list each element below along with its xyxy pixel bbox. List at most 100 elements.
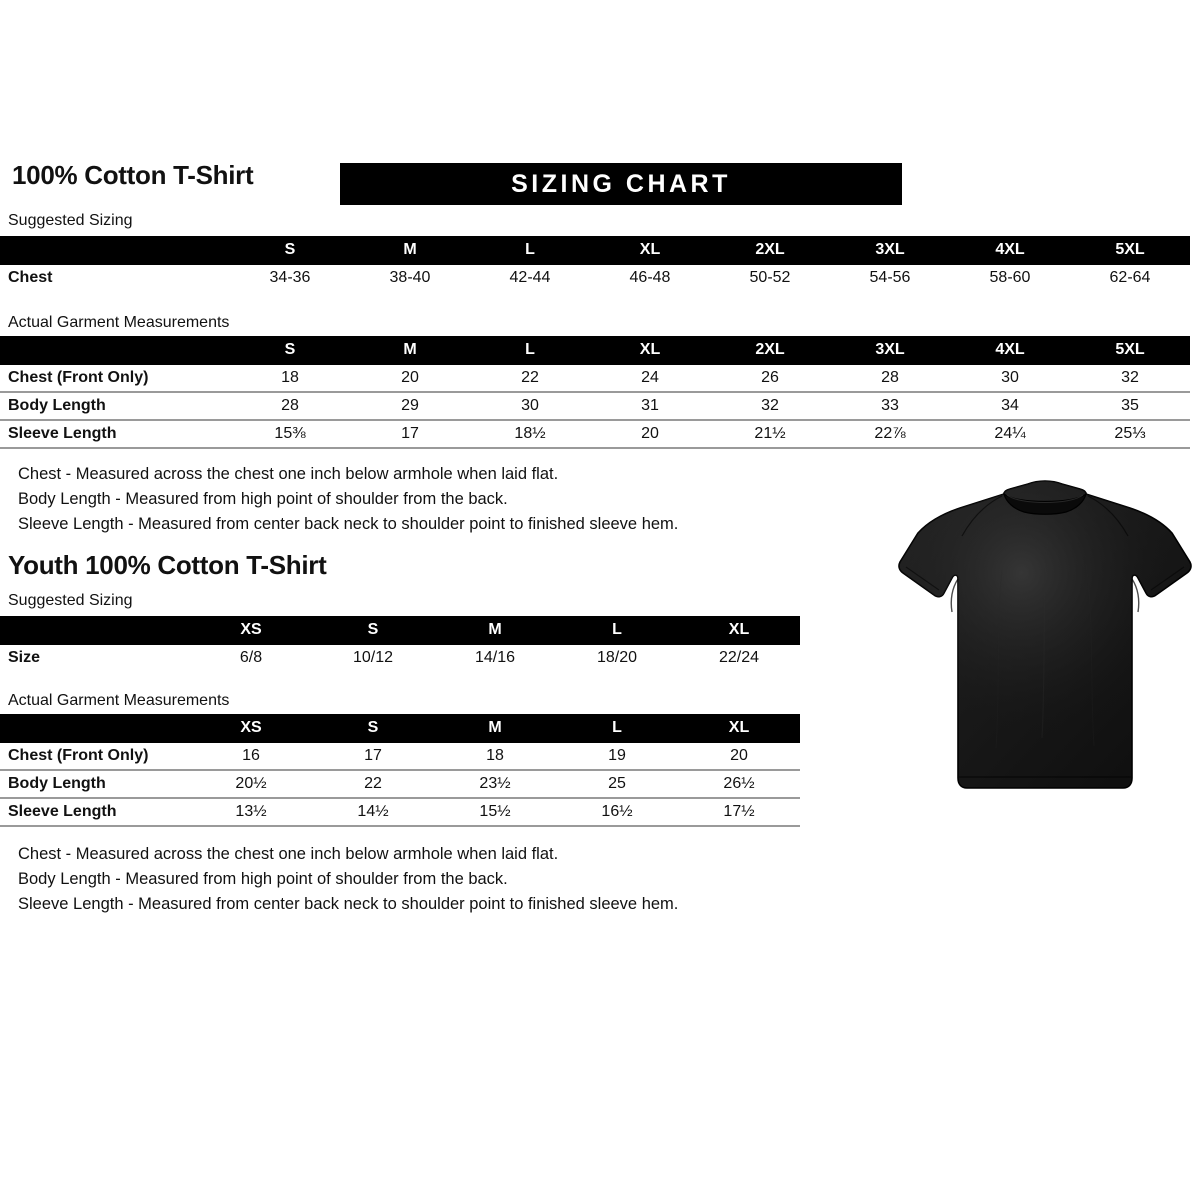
column-header-xl: XL (639, 341, 661, 358)
adult-note-body-length: Body Length - Measured from high point o… (18, 490, 508, 508)
cell-chestfront-4xl: 30 (950, 365, 1070, 393)
cell-chestfront-m: 20 (350, 365, 470, 393)
cell-bodylength-m: 29 (350, 392, 470, 421)
table-row: Sleeve Length 15⅜ 17 18½ 20 21½ 22⅞ 24¼ … (0, 420, 1190, 449)
adult-suggested-sizing-table: S M L XL 2XL 3XL 4XL 5XL Chest 34-36 38-… (0, 236, 1190, 291)
table-header-row: S M L XL 2XL 3XL 4XL 5XL (0, 236, 1190, 265)
cell-sleevelength-s: 15⅜ (230, 420, 350, 449)
cell-chest-l: 42-44 (509, 269, 551, 286)
cell-chest-4xl: 58-60 (989, 269, 1031, 286)
cell-chestfront-l: 22 (470, 365, 590, 393)
column-header-rowlabel (0, 616, 190, 645)
cell-chest-xl: 46-48 (629, 269, 671, 286)
column-header-l: L (525, 341, 535, 358)
column-header-2xl: 2XL (755, 341, 785, 358)
cell-bodylength-l: 30 (470, 392, 590, 421)
adult-measurement-notes: Chest - Measured across the chest one in… (18, 462, 678, 537)
adult-note-sleeve-length: Sleeve Length - Measured from center bac… (18, 515, 679, 533)
row-label-chest: Chest (8, 269, 53, 286)
cell-chest-m: 38-40 (389, 269, 431, 286)
row-label-chest-front-only: Chest (Front Only) (0, 365, 230, 393)
table-row: Chest 34-36 38-40 42-44 46-48 50-52 54-5… (0, 265, 1190, 291)
youth-note-sleeve-length: Sleeve Length - Measured from center bac… (18, 895, 679, 913)
column-header-rowlabel (0, 236, 230, 265)
cell-sleevelength-s: 14½ (312, 798, 434, 827)
row-label-chest-front-only: Chest (Front Only) (0, 743, 190, 771)
youth-measurement-notes: Chest - Measured across the chest one in… (18, 842, 678, 917)
cell-size-l: 18/20 (596, 649, 638, 666)
cell-size-xs: 6/8 (239, 649, 263, 666)
youth-note-body-length: Body Length - Measured from high point o… (18, 870, 508, 888)
table-row: Body Length 28 29 30 31 32 33 34 35 (0, 392, 1190, 421)
table-row: Sleeve Length 13½ 14½ 15½ 16½ 17½ (0, 798, 800, 827)
cell-sleevelength-m: 17 (350, 420, 470, 449)
column-header-s: S (367, 621, 379, 638)
cell-sleevelength-xl: 20 (590, 420, 710, 449)
column-header-m: M (403, 341, 417, 358)
cell-chestfront-xl: 24 (590, 365, 710, 393)
row-label-sleeve-length: Sleeve Length (0, 420, 230, 449)
cell-bodylength-5xl: 35 (1070, 392, 1190, 421)
cell-bodylength-2xl: 32 (710, 392, 830, 421)
adult-title-row: 100% Cotton T-Shirt SIZING CHART (0, 160, 1200, 208)
table-header-row: XS S M L XL (0, 616, 800, 645)
column-header-m: M (488, 719, 502, 736)
cell-bodylength-4xl: 34 (950, 392, 1070, 421)
column-header-l: L (525, 241, 535, 258)
column-header-2xl: 2XL (755, 241, 785, 258)
cell-sleevelength-4xl: 24¼ (950, 420, 1070, 449)
cell-size-xl: 22/24 (718, 649, 760, 666)
tshirt-image (898, 478, 1192, 808)
cell-chestfront-5xl: 32 (1070, 365, 1190, 393)
cell-bodylength-m: 23½ (434, 770, 556, 799)
column-header-s: S (284, 341, 296, 358)
table-header-row: S M L XL 2XL 3XL 4XL 5XL (0, 336, 1190, 365)
row-label-sleeve-length: Sleeve Length (0, 798, 190, 827)
table-header-row: XS S M L XL (0, 714, 800, 743)
cell-chestfront-l: 19 (556, 743, 678, 771)
column-header-5xl: 5XL (1115, 341, 1145, 358)
column-header-4xl: 4XL (995, 341, 1025, 358)
cell-bodylength-xl: 26½ (678, 770, 800, 799)
column-header-l: L (612, 719, 622, 736)
column-header-s: S (284, 241, 296, 258)
table-row: Body Length 20½ 22 23½ 25 26½ (0, 770, 800, 799)
adult-actual-measurements-label: Actual Garment Measurements (8, 314, 230, 331)
column-header-m: M (488, 621, 502, 638)
column-header-3xl: 3XL (875, 341, 905, 358)
adult-suggested-sizing-label: Suggested Sizing (8, 212, 133, 229)
cell-chestfront-2xl: 26 (710, 365, 830, 393)
cell-chestfront-s: 17 (312, 743, 434, 771)
tshirt-icon (898, 480, 1192, 789)
cell-sleevelength-xs: 13½ (190, 798, 312, 827)
cell-sleevelength-2xl: 21½ (710, 420, 830, 449)
youth-note-chest: Chest - Measured across the chest one in… (18, 845, 559, 863)
cell-bodylength-l: 25 (556, 770, 678, 799)
cell-sleevelength-xl: 17½ (678, 798, 800, 827)
youth-suggested-sizing-label: Suggested Sizing (8, 592, 133, 609)
column-header-l: L (612, 621, 622, 638)
cell-bodylength-s: 22 (312, 770, 434, 799)
column-header-m: M (403, 241, 417, 258)
column-header-rowlabel (0, 336, 230, 365)
row-label-body-length: Body Length (0, 770, 190, 799)
cell-bodylength-3xl: 33 (830, 392, 950, 421)
row-label-body-length: Body Length (0, 392, 230, 421)
column-header-s: S (367, 719, 379, 736)
cell-sleevelength-5xl: 25⅓ (1070, 420, 1190, 449)
youth-actual-measurements-label: Actual Garment Measurements (8, 692, 230, 709)
adult-note-chest: Chest - Measured across the chest one in… (18, 465, 559, 483)
cell-sleevelength-m: 15½ (434, 798, 556, 827)
column-header-xl: XL (728, 621, 750, 638)
cell-chestfront-xs: 16 (190, 743, 312, 771)
cell-chestfront-s: 18 (230, 365, 350, 393)
cell-chest-3xl: 54-56 (869, 269, 911, 286)
sizing-chart-banner: SIZING CHART (340, 163, 902, 205)
column-header-xl: XL (639, 241, 661, 258)
cell-bodylength-xs: 20½ (190, 770, 312, 799)
youth-suggested-sizing-table: XS S M L XL Size 6/8 10/12 14/16 18/20 2… (0, 616, 800, 671)
cell-chestfront-3xl: 28 (830, 365, 950, 393)
cell-chest-2xl: 50-52 (749, 269, 791, 286)
table-row: Chest (Front Only) 16 17 18 19 20 (0, 743, 800, 771)
table-row: Size 6/8 10/12 14/16 18/20 22/24 (0, 645, 800, 671)
